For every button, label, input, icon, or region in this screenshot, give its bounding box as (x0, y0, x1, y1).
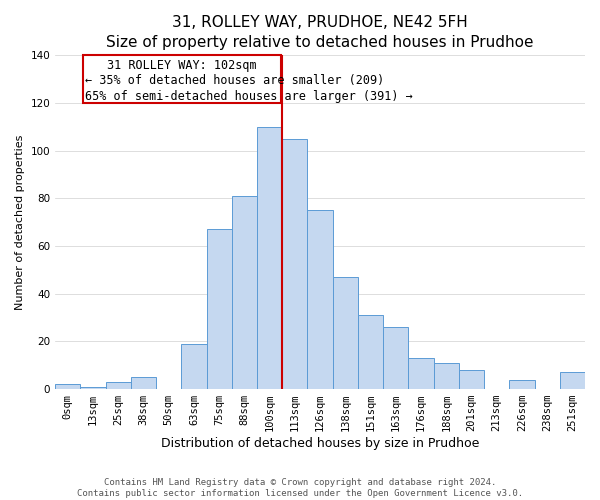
Bar (282, 138, 307, 389)
Bar (80, 386, 106, 389)
Bar (257, 126, 282, 389)
Bar (206, 230, 232, 389)
Bar (358, 315, 383, 389)
FancyBboxPatch shape (83, 55, 281, 103)
Bar (307, 210, 332, 389)
Bar (332, 277, 358, 389)
Y-axis label: Number of detached properties: Number of detached properties (15, 134, 25, 310)
Bar (434, 363, 459, 389)
Bar (131, 377, 156, 389)
Text: Contains HM Land Registry data © Crown copyright and database right 2024.
Contai: Contains HM Land Registry data © Crown c… (77, 478, 523, 498)
X-axis label: Distribution of detached houses by size in Prudhoe: Distribution of detached houses by size … (161, 437, 479, 450)
Bar (232, 196, 257, 389)
Bar (55, 384, 80, 389)
Text: 65% of semi-detached houses are larger (391) →: 65% of semi-detached houses are larger (… (85, 90, 413, 102)
Bar (106, 382, 131, 389)
Bar (383, 327, 409, 389)
Bar (560, 372, 585, 389)
Bar (509, 380, 535, 389)
Title: 31, ROLLEY WAY, PRUDHOE, NE42 5FH
Size of property relative to detached houses i: 31, ROLLEY WAY, PRUDHOE, NE42 5FH Size o… (106, 15, 534, 50)
Bar (459, 370, 484, 389)
Bar (181, 344, 206, 389)
Bar (409, 358, 434, 389)
Text: ← 35% of detached houses are smaller (209): ← 35% of detached houses are smaller (20… (85, 74, 385, 87)
Text: 31 ROLLEY WAY: 102sqm: 31 ROLLEY WAY: 102sqm (107, 58, 257, 71)
